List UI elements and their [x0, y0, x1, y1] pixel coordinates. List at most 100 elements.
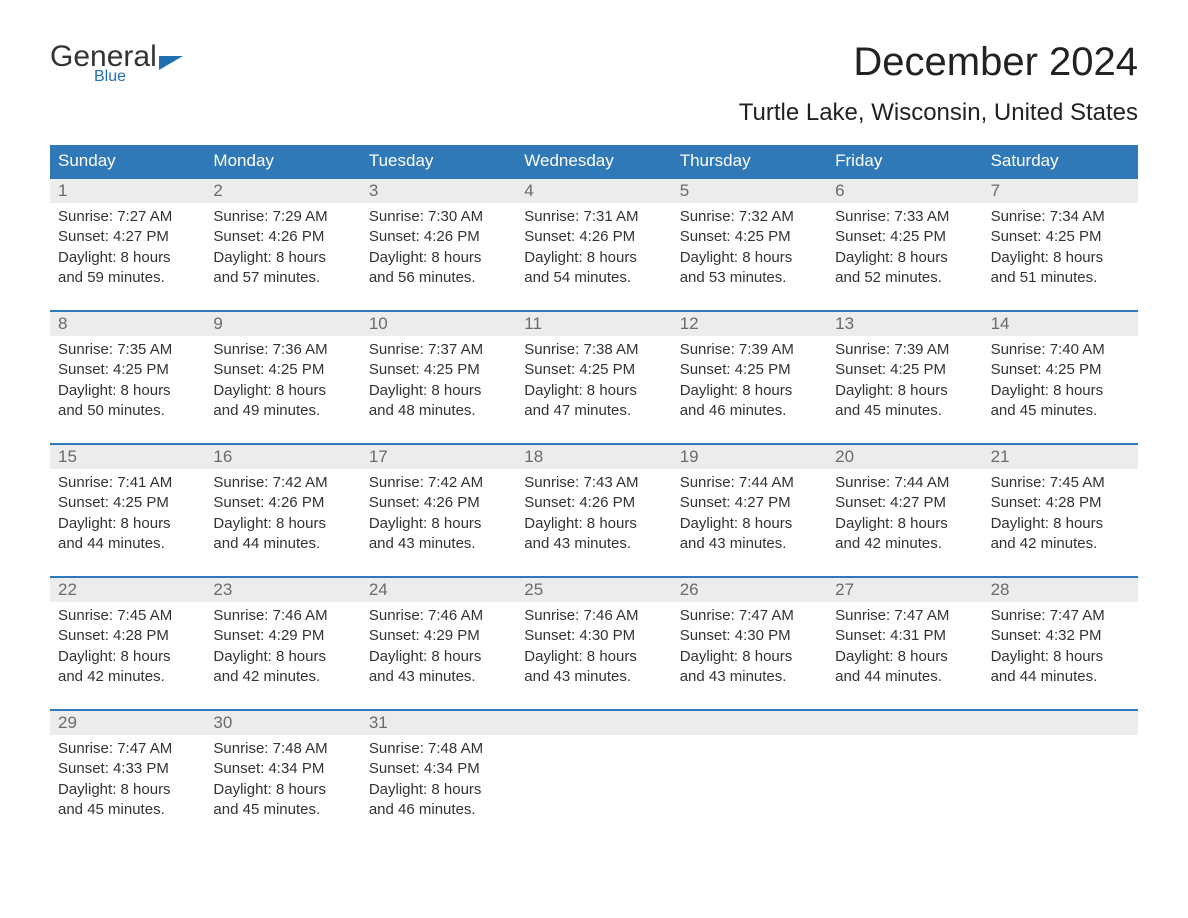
daylight-text: Daylight: 8 hours	[524, 248, 663, 268]
sunrise-text: Sunrise: 7:40 AM	[991, 340, 1130, 360]
sunset-text: Sunset: 4:25 PM	[835, 227, 974, 247]
day-number: 7	[983, 179, 1138, 203]
sunset-text: Sunset: 4:26 PM	[213, 227, 352, 247]
day-cell	[827, 735, 982, 828]
daylight-text: Daylight: 8 hours	[524, 514, 663, 534]
dow-thursday: Thursday	[672, 145, 827, 177]
sunset-text: Sunset: 4:34 PM	[213, 759, 352, 779]
sunset-text: Sunset: 4:25 PM	[58, 360, 197, 380]
daylight-text: and 44 minutes.	[58, 534, 197, 554]
day-number: 9	[205, 312, 360, 336]
sunrise-text: Sunrise: 7:47 AM	[991, 606, 1130, 626]
day-number: 15	[50, 445, 205, 469]
sunset-text: Sunset: 4:26 PM	[524, 493, 663, 513]
sunrise-text: Sunrise: 7:37 AM	[369, 340, 508, 360]
daylight-text: and 48 minutes.	[369, 401, 508, 421]
daylight-text: Daylight: 8 hours	[991, 381, 1130, 401]
day-cell	[672, 735, 827, 828]
sunset-text: Sunset: 4:34 PM	[369, 759, 508, 779]
calendar-week: 1234567Sunrise: 7:27 AMSunset: 4:27 PMDa…	[50, 177, 1138, 296]
day-cell: Sunrise: 7:39 AMSunset: 4:25 PMDaylight:…	[672, 336, 827, 429]
daylight-text: Daylight: 8 hours	[835, 514, 974, 534]
day-number-row: 293031	[50, 711, 1138, 735]
day-cell: Sunrise: 7:39 AMSunset: 4:25 PMDaylight:…	[827, 336, 982, 429]
sunset-text: Sunset: 4:28 PM	[991, 493, 1130, 513]
day-cell: Sunrise: 7:33 AMSunset: 4:25 PMDaylight:…	[827, 203, 982, 296]
day-cell: Sunrise: 7:29 AMSunset: 4:26 PMDaylight:…	[205, 203, 360, 296]
sunrise-text: Sunrise: 7:46 AM	[213, 606, 352, 626]
day-cell: Sunrise: 7:44 AMSunset: 4:27 PMDaylight:…	[672, 469, 827, 562]
sunset-text: Sunset: 4:27 PM	[835, 493, 974, 513]
daylight-text: Daylight: 8 hours	[680, 381, 819, 401]
day-number: 25	[516, 578, 671, 602]
day-cell: Sunrise: 7:27 AMSunset: 4:27 PMDaylight:…	[50, 203, 205, 296]
sunrise-text: Sunrise: 7:44 AM	[680, 473, 819, 493]
day-number: 20	[827, 445, 982, 469]
day-number: 14	[983, 312, 1138, 336]
sunrise-text: Sunrise: 7:45 AM	[991, 473, 1130, 493]
day-number	[827, 711, 982, 735]
sunset-text: Sunset: 4:31 PM	[835, 626, 974, 646]
day-cell: Sunrise: 7:48 AMSunset: 4:34 PMDaylight:…	[361, 735, 516, 828]
daylight-text: Daylight: 8 hours	[369, 381, 508, 401]
day-number: 11	[516, 312, 671, 336]
daylight-text: Daylight: 8 hours	[369, 647, 508, 667]
day-cell: Sunrise: 7:45 AMSunset: 4:28 PMDaylight:…	[983, 469, 1138, 562]
day-cell: Sunrise: 7:40 AMSunset: 4:25 PMDaylight:…	[983, 336, 1138, 429]
day-cell: Sunrise: 7:30 AMSunset: 4:26 PMDaylight:…	[361, 203, 516, 296]
daylight-text: and 57 minutes.	[213, 268, 352, 288]
daylight-text: and 45 minutes.	[213, 800, 352, 820]
sunrise-text: Sunrise: 7:46 AM	[524, 606, 663, 626]
daylight-text: and 53 minutes.	[680, 268, 819, 288]
day-number: 29	[50, 711, 205, 735]
day-cell: Sunrise: 7:31 AMSunset: 4:26 PMDaylight:…	[516, 203, 671, 296]
sunrise-text: Sunrise: 7:41 AM	[58, 473, 197, 493]
daylight-text: and 51 minutes.	[991, 268, 1130, 288]
day-cell: Sunrise: 7:44 AMSunset: 4:27 PMDaylight:…	[827, 469, 982, 562]
sunset-text: Sunset: 4:26 PM	[524, 227, 663, 247]
calendar-week: 293031Sunrise: 7:47 AMSunset: 4:33 PMDay…	[50, 709, 1138, 828]
sunrise-text: Sunrise: 7:42 AM	[369, 473, 508, 493]
sunrise-text: Sunrise: 7:48 AM	[213, 739, 352, 759]
daylight-text: Daylight: 8 hours	[835, 248, 974, 268]
daylight-text: Daylight: 8 hours	[991, 647, 1130, 667]
day-number-row: 15161718192021	[50, 445, 1138, 469]
daylight-text: and 43 minutes.	[524, 534, 663, 554]
daylight-text: and 50 minutes.	[58, 401, 197, 421]
daylight-text: and 49 minutes.	[213, 401, 352, 421]
daylight-text: Daylight: 8 hours	[991, 514, 1130, 534]
sunrise-text: Sunrise: 7:47 AM	[835, 606, 974, 626]
sunrise-text: Sunrise: 7:35 AM	[58, 340, 197, 360]
day-cell: Sunrise: 7:34 AMSunset: 4:25 PMDaylight:…	[983, 203, 1138, 296]
daylight-text: Daylight: 8 hours	[680, 647, 819, 667]
daylight-text: and 43 minutes.	[680, 667, 819, 687]
daylight-text: and 42 minutes.	[58, 667, 197, 687]
daylight-text: and 47 minutes.	[524, 401, 663, 421]
day-cell: Sunrise: 7:42 AMSunset: 4:26 PMDaylight:…	[205, 469, 360, 562]
calendar-week: 22232425262728Sunrise: 7:45 AMSunset: 4:…	[50, 576, 1138, 695]
daylight-text: Daylight: 8 hours	[58, 647, 197, 667]
sunrise-text: Sunrise: 7:42 AM	[213, 473, 352, 493]
daylight-text: and 52 minutes.	[835, 268, 974, 288]
daylight-text: Daylight: 8 hours	[524, 647, 663, 667]
daylight-text: and 45 minutes.	[991, 401, 1130, 421]
day-cell: Sunrise: 7:43 AMSunset: 4:26 PMDaylight:…	[516, 469, 671, 562]
day-number: 30	[205, 711, 360, 735]
daylight-text: Daylight: 8 hours	[213, 514, 352, 534]
sunset-text: Sunset: 4:33 PM	[58, 759, 197, 779]
daylight-text: and 45 minutes.	[58, 800, 197, 820]
day-cell: Sunrise: 7:32 AMSunset: 4:25 PMDaylight:…	[672, 203, 827, 296]
sunrise-text: Sunrise: 7:32 AM	[680, 207, 819, 227]
sunrise-text: Sunrise: 7:30 AM	[369, 207, 508, 227]
day-data-row: Sunrise: 7:41 AMSunset: 4:25 PM Daylight:…	[50, 469, 1138, 562]
day-cell: Sunrise: 7:42 AMSunset: 4:26 PMDaylight:…	[361, 469, 516, 562]
sunset-text: Sunset: 4:25 PM	[524, 360, 663, 380]
daylight-text: Daylight: 8 hours	[835, 381, 974, 401]
day-number: 12	[672, 312, 827, 336]
daylight-text: Daylight: 8 hours	[213, 647, 352, 667]
sunset-text: Sunset: 4:25 PM	[58, 493, 197, 513]
daylight-text: and 45 minutes.	[835, 401, 974, 421]
day-cell: Sunrise: 7:36 AMSunset: 4:25 PMDaylight:…	[205, 336, 360, 429]
sunset-text: Sunset: 4:30 PM	[524, 626, 663, 646]
sunset-text: Sunset: 4:27 PM	[680, 493, 819, 513]
